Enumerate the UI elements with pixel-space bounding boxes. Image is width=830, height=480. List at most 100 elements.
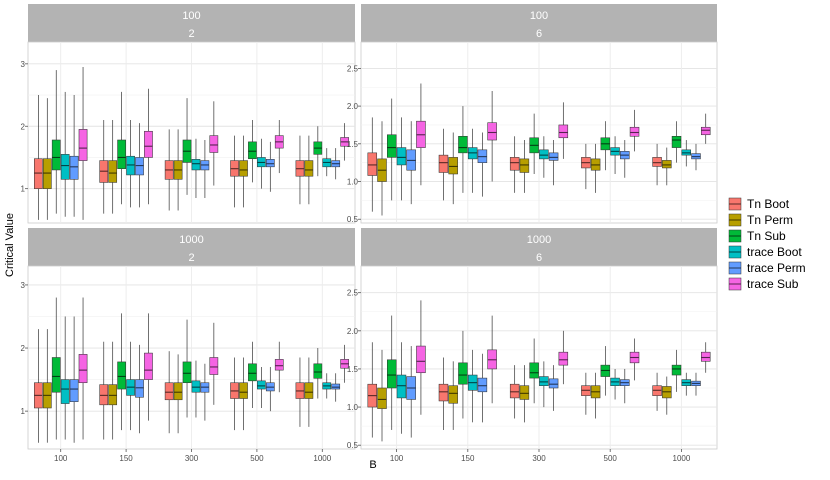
box-iqr [396, 374, 407, 399]
box-iqr [671, 135, 682, 148]
boxplot-tn-boot [438, 357, 449, 430]
boxplot-trace-sub [416, 83, 426, 186]
box-iqr [265, 159, 275, 168]
boxplot-tn-perm [519, 140, 530, 193]
y-tick-label: 2.0 [347, 327, 359, 336]
y-tick-label: 2 [21, 122, 26, 131]
box-iqr [60, 379, 70, 404]
facet-strip [361, 4, 717, 42]
boxplot-trace-boot [322, 148, 332, 177]
boxplot-tn-boot [164, 129, 174, 211]
axis-titles: Critical Value B [4, 213, 377, 471]
box-iqr [117, 361, 126, 390]
x-tick-label: 150 [461, 454, 475, 463]
boxplot-trace-sub [700, 342, 711, 373]
box-iqr [135, 157, 144, 176]
boxplot-tn-sub [600, 346, 611, 396]
boxplot-tn-sub [51, 297, 61, 440]
box-iqr [458, 362, 468, 385]
box-iqr [548, 378, 559, 389]
boxplot-tn-sub [458, 330, 468, 419]
boxplot-trace-boot [257, 366, 266, 408]
box-iqr [438, 154, 449, 173]
boxplot-tn-perm [108, 341, 118, 440]
boxplot-tn-perm [173, 354, 183, 434]
box-iqr [558, 124, 569, 139]
boxplot-tn-perm [108, 120, 118, 214]
boxplot-trace-perm [69, 316, 79, 443]
boxplot-tn-boot [438, 128, 449, 201]
x-tick-label: 1000 [673, 454, 691, 463]
facet-panel: 100 2 1 2 3 [21, 4, 356, 224]
boxplot-trace-sub [209, 101, 219, 186]
box-iqr [304, 382, 314, 399]
x-axis-title: B [369, 459, 376, 471]
boxplot-trace-boot [467, 349, 478, 423]
box-iqr [539, 149, 549, 160]
boxplot-tn-perm [662, 147, 672, 186]
boxplot-tn-boot [295, 357, 305, 427]
box-iqr [239, 160, 248, 177]
box-iqr [191, 159, 201, 171]
boxplot-trace-perm [331, 373, 341, 402]
box-iqr [416, 345, 426, 374]
box-iqr [331, 383, 341, 390]
box-iqr [519, 158, 530, 173]
boxplot-tn-perm [239, 357, 248, 431]
boxplot-trace-boot [396, 117, 407, 201]
box-iqr [173, 382, 183, 401]
box-iqr [396, 147, 407, 166]
boxplot-trace-sub [558, 102, 569, 159]
boxplot-trace-perm [691, 143, 701, 171]
boxplot-trace-sub [629, 338, 640, 381]
box-iqr [126, 155, 135, 176]
box-iqr [34, 158, 43, 189]
boxplot-trace-perm [331, 148, 341, 180]
boxplot-trace-boot [191, 138, 201, 199]
box-iqr [652, 157, 662, 167]
boxplot-trace-sub [416, 300, 426, 415]
boxplot-tn-perm [42, 98, 52, 220]
facet-strip-label: 6 [536, 252, 542, 264]
facet-strip [361, 228, 717, 266]
boxplot-trace-sub [340, 344, 349, 383]
boxplot-trace-perm [548, 140, 559, 186]
box-iqr [662, 160, 672, 169]
boxplot-trace-sub [78, 297, 88, 440]
y-tick-label: 1 [21, 185, 26, 194]
box-iqr [191, 380, 201, 393]
boxplot-trace-sub [700, 113, 711, 144]
y-tick-label: 2 [21, 344, 26, 353]
y-tick-label: 1.0 [347, 178, 359, 187]
box-iqr [78, 354, 88, 384]
box-iqr [51, 139, 61, 171]
facet-strip-label: 6 [536, 28, 542, 40]
boxplot-trace-boot [322, 373, 332, 399]
y-tick-label: 2.0 [347, 102, 359, 111]
y-tick-label: 2.5 [347, 289, 359, 298]
boxplot-trace-boot [257, 138, 266, 189]
boxplot-tn-sub [248, 120, 257, 183]
boxplot-trace-sub [209, 322, 219, 405]
boxplot-trace-sub [487, 315, 497, 404]
box-iqr [209, 357, 219, 375]
facet-panel: 1000 6 0.5 1.0 1.5 2.0 2.5 100 150 300 500 1000 [347, 228, 718, 463]
boxplot-tn-boot [652, 143, 662, 186]
box-iqr [248, 363, 257, 382]
boxplot-tn-boot [230, 135, 239, 208]
boxplot-trace-boot [467, 128, 478, 193]
legend-label: Tn Sub [747, 229, 786, 243]
y-tick-label: 1.5 [347, 140, 359, 149]
facet-strip [28, 4, 355, 42]
boxplot-tn-boot [509, 365, 520, 419]
box-iqr [248, 141, 257, 159]
legend: Tn Boot Tn Perm Tn Sub trace Boot trace Perm… [728, 197, 806, 291]
box-iqr [519, 385, 530, 400]
boxplot-tn-sub [182, 319, 192, 418]
boxplot-tn-sub [671, 349, 682, 392]
boxplot-tn-sub [51, 70, 61, 214]
boxplot-trace-sub [274, 341, 284, 393]
boxplot-tn-boot [509, 136, 520, 193]
box-iqr [78, 129, 88, 161]
